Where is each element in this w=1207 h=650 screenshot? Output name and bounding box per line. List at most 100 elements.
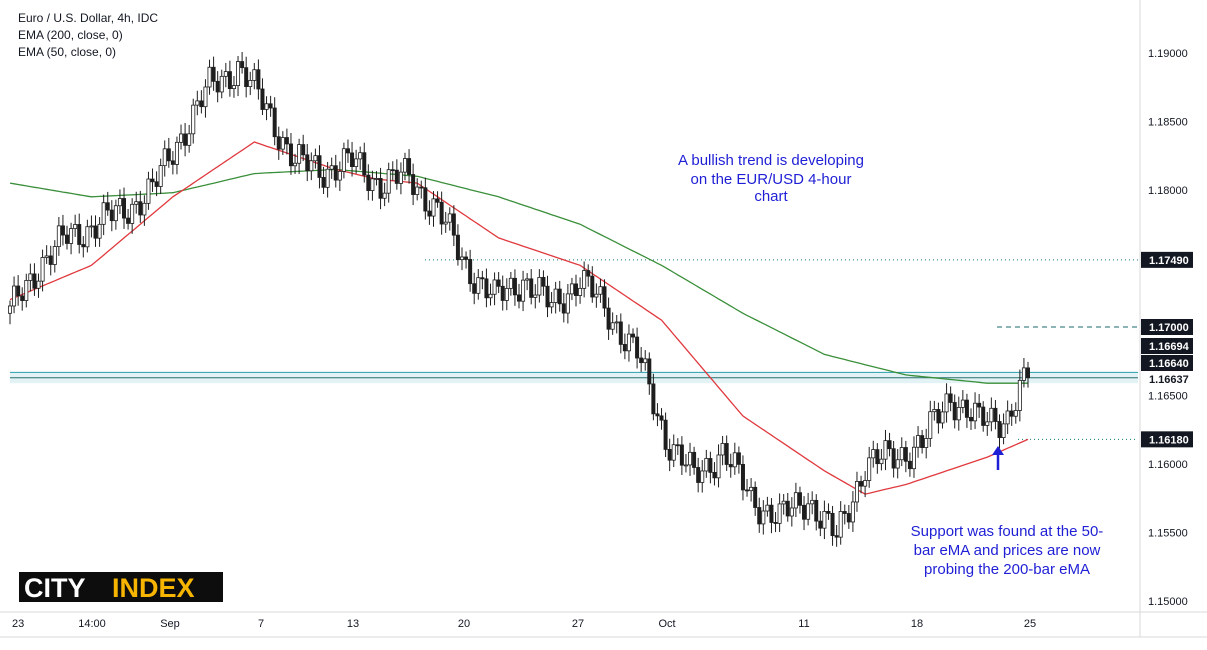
candle-body [195, 100, 200, 106]
price-tag-label: 1.17490 [1149, 255, 1189, 267]
candle-body [256, 69, 261, 90]
candle-body [793, 492, 798, 509]
candle-body [146, 178, 151, 204]
candle-body [683, 464, 688, 467]
candle-body [692, 451, 697, 468]
candle-body [895, 459, 900, 469]
candle-body [199, 100, 204, 108]
candle-body [496, 279, 501, 287]
candle-body [545, 285, 550, 308]
candle-body [492, 279, 497, 295]
candle-body [288, 143, 293, 167]
support-note-line-3: probing the 200-bar eMA [924, 561, 1090, 578]
candle-body [626, 333, 631, 352]
x-tick-label: 7 [258, 618, 264, 630]
candle-body [105, 202, 110, 211]
candle-body [268, 103, 273, 109]
logo-text-index: INDEX [112, 573, 195, 603]
candle-body [952, 402, 957, 421]
candle-body [166, 148, 171, 162]
candle-body [117, 198, 122, 207]
candle-body [521, 279, 526, 302]
candle-body [565, 293, 570, 314]
candle-body [639, 357, 644, 364]
candle-body [736, 452, 741, 465]
candle-body [932, 409, 937, 413]
trend-note-line-3: chart [754, 188, 788, 205]
candle-body [472, 283, 477, 294]
candle-body [594, 293, 599, 298]
candle-body [36, 280, 41, 289]
candle-body [936, 409, 941, 424]
candle-body [459, 256, 464, 261]
trend-note-line-1: A bullish trend is developing [678, 152, 864, 169]
candle-body [960, 399, 965, 408]
price-tag-box [1141, 431, 1193, 448]
candle-body [227, 71, 232, 90]
ema-200-legend: EMA (200, close, 0) [18, 28, 123, 42]
candle-body [431, 198, 436, 217]
price-tag-box [1141, 319, 1193, 335]
candle-body [280, 137, 285, 150]
candle-body [284, 137, 289, 145]
candle-body [578, 287, 583, 296]
x-tick-label: Sep [160, 618, 180, 630]
candle-body [867, 457, 872, 481]
candle-body [333, 165, 338, 181]
candle-body [537, 277, 542, 296]
candle-body [89, 225, 94, 228]
candle-body [236, 61, 241, 86]
candle-body [504, 287, 509, 301]
candle-body [631, 333, 636, 338]
candle-body [293, 162, 298, 167]
candle-body [341, 148, 346, 172]
candle-body [488, 293, 493, 299]
candle-body [651, 383, 656, 415]
candle-body [688, 451, 693, 466]
candle-body [863, 480, 868, 487]
candle-body [179, 133, 184, 143]
candle-body [838, 511, 843, 538]
x-tick-label: 23 [12, 618, 24, 630]
price-tag-box [1141, 251, 1193, 268]
candle-body [244, 67, 249, 87]
candle-body [345, 148, 350, 154]
candle-body [777, 503, 782, 524]
candle-body [81, 244, 86, 248]
candle-body [887, 440, 892, 450]
candle-body [802, 504, 807, 520]
candle-body [500, 285, 505, 301]
y-tick-label: 1.18500 [1148, 117, 1188, 129]
price-tags: 1.17490 1.17000 1.16694 1.16640 1.16637 1.161… [1141, 251, 1193, 448]
candle-body [773, 522, 778, 524]
candle-body [415, 186, 420, 195]
candle-body [407, 158, 412, 175]
price-tag-label: 1.16180 [1149, 434, 1189, 446]
candle-body [16, 285, 21, 297]
candle-body [667, 449, 672, 461]
candle-body [574, 283, 579, 296]
candle-body [101, 202, 106, 225]
y-tick-label: 1.18000 [1148, 185, 1188, 197]
candle-body [313, 155, 318, 162]
candle-body [394, 169, 399, 184]
candle-body [150, 178, 155, 183]
candle-body [622, 344, 627, 352]
candle-body [134, 201, 139, 205]
candle-body [223, 71, 228, 77]
candle-body [73, 224, 78, 229]
candle-body [610, 322, 615, 330]
candle-body [981, 406, 986, 426]
candle-body [85, 226, 90, 248]
candle-body [749, 486, 754, 492]
candle-body [728, 464, 733, 468]
candle-body [305, 154, 310, 172]
candle-body [993, 407, 998, 422]
candle-body [203, 86, 208, 108]
candle-body [635, 336, 640, 359]
candle-body [56, 225, 61, 247]
candle-body [443, 221, 448, 225]
candle-body [846, 513, 851, 523]
candle-body [810, 499, 815, 505]
